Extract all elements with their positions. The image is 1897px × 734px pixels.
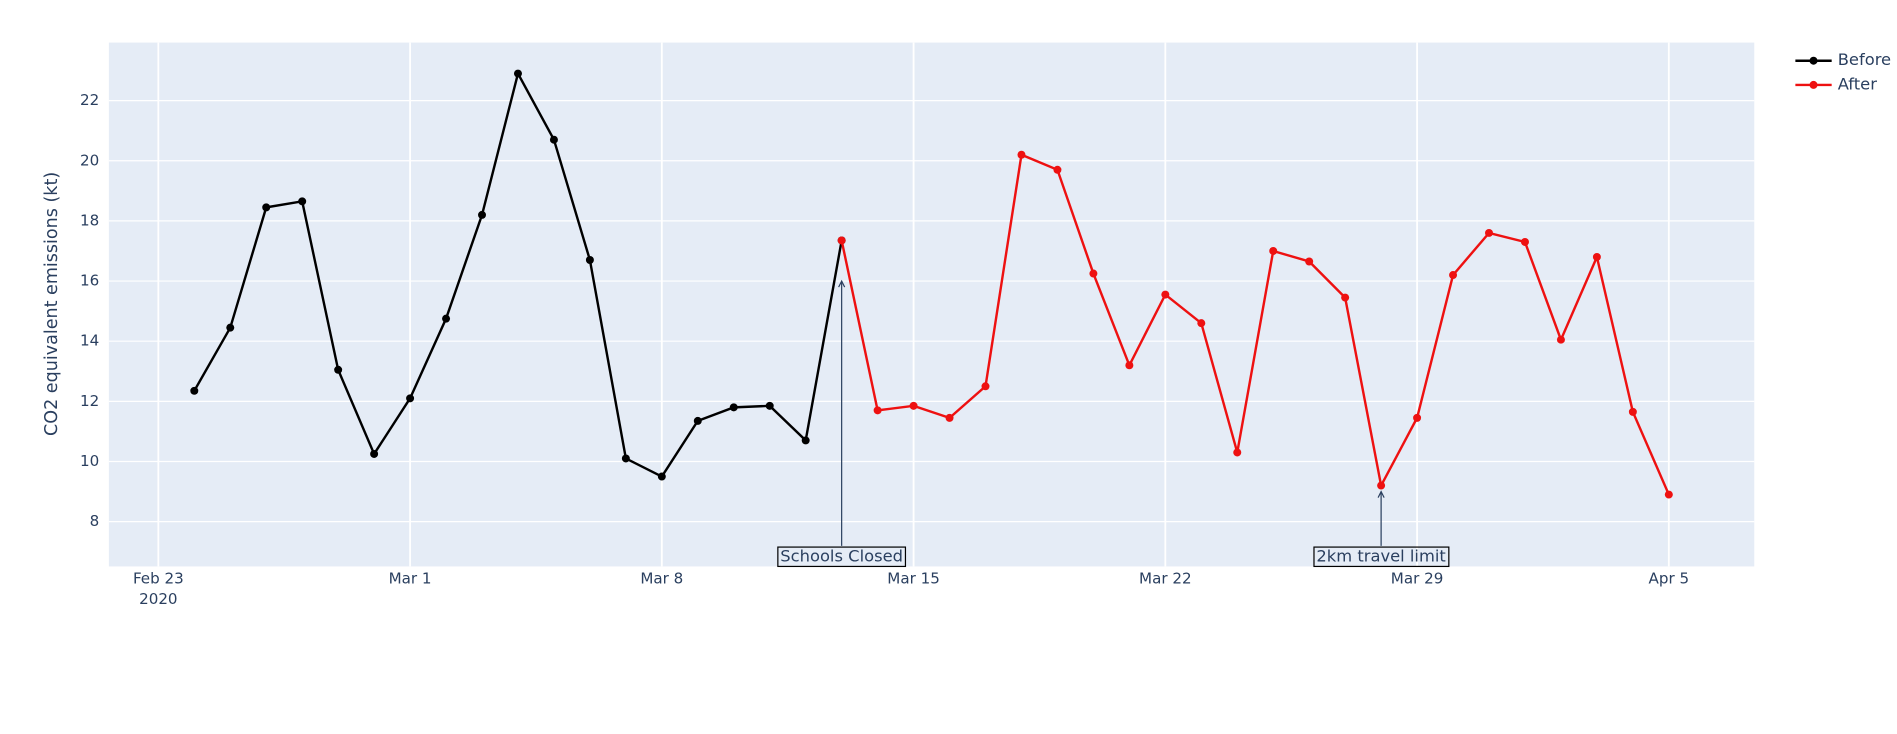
data-point <box>513 69 522 78</box>
data-point <box>837 236 846 245</box>
data-point <box>334 365 343 374</box>
annotation-text: Schools Closed <box>780 546 903 565</box>
data-point <box>585 256 594 264</box>
data-point <box>1449 271 1458 280</box>
data-point <box>801 436 810 445</box>
legend-label: After <box>1838 74 1877 93</box>
x-tick-label: Feb 23 2020 <box>133 569 184 608</box>
y-tick-label: 22 <box>80 91 99 109</box>
data-point <box>1341 293 1350 302</box>
data-point <box>1377 481 1386 490</box>
data-point <box>1520 237 1529 246</box>
arrow-head <box>1377 490 1385 498</box>
data-point <box>1628 407 1637 416</box>
data-point <box>1485 228 1493 237</box>
data-point <box>981 382 990 391</box>
series-line <box>840 153 1670 496</box>
x-tick-label: Mar 15 <box>887 569 940 587</box>
data-point <box>1413 413 1422 422</box>
data-point <box>621 454 630 463</box>
data-point <box>873 406 882 415</box>
y-tick-label: 20 <box>80 151 99 169</box>
data-point <box>1664 490 1673 499</box>
data-point <box>693 416 702 425</box>
y-tick-label: 16 <box>80 272 99 290</box>
data-point <box>262 203 271 212</box>
data-point <box>1125 361 1134 370</box>
data-point <box>1053 165 1062 174</box>
legend-marker <box>1809 56 1818 65</box>
data-point <box>657 472 666 481</box>
data-point <box>1592 253 1601 261</box>
plot-area <box>108 42 1755 567</box>
data-point <box>1197 319 1206 328</box>
data-point <box>1161 290 1170 299</box>
data-point <box>1233 448 1242 457</box>
data-point <box>1305 257 1314 266</box>
data-point <box>370 449 379 458</box>
x-tick-label: Mar 1 <box>389 569 432 587</box>
data-point <box>442 314 451 323</box>
data-point <box>765 401 774 410</box>
x-tick-label: Mar 22 <box>1139 569 1192 587</box>
data-point <box>478 210 487 219</box>
data-point <box>909 401 918 410</box>
x-tick-label: Mar 29 <box>1391 569 1444 587</box>
annotation-box <box>777 546 907 568</box>
data-point <box>190 386 199 395</box>
y-tick-label: 18 <box>80 211 99 229</box>
y-tick-label: 8 <box>90 512 100 530</box>
y-tick-label: 14 <box>80 332 99 350</box>
data-point <box>1269 246 1278 255</box>
data-point <box>945 413 954 422</box>
data-point <box>729 403 738 412</box>
y-tick-label: 12 <box>80 392 99 410</box>
annotation-box <box>1313 546 1450 568</box>
data-point <box>226 323 235 332</box>
x-tick-label: Mar 8 <box>640 569 683 587</box>
annotation-text: 2km travel limit <box>1316 546 1446 565</box>
y-axis-title: CO2 equivalent emissions (kt) <box>42 172 62 436</box>
x-tick-label: Apr 5 <box>1649 569 1690 587</box>
data-point <box>298 197 307 206</box>
data-point <box>1556 335 1565 344</box>
legend-label: Before <box>1838 50 1891 69</box>
legend-marker <box>1809 80 1818 89</box>
data-point <box>406 394 415 403</box>
data-point <box>1089 269 1098 278</box>
data-point <box>549 135 558 144</box>
arrow-head <box>838 279 846 288</box>
y-tick-label: 10 <box>80 452 99 470</box>
data-point <box>1017 150 1026 159</box>
